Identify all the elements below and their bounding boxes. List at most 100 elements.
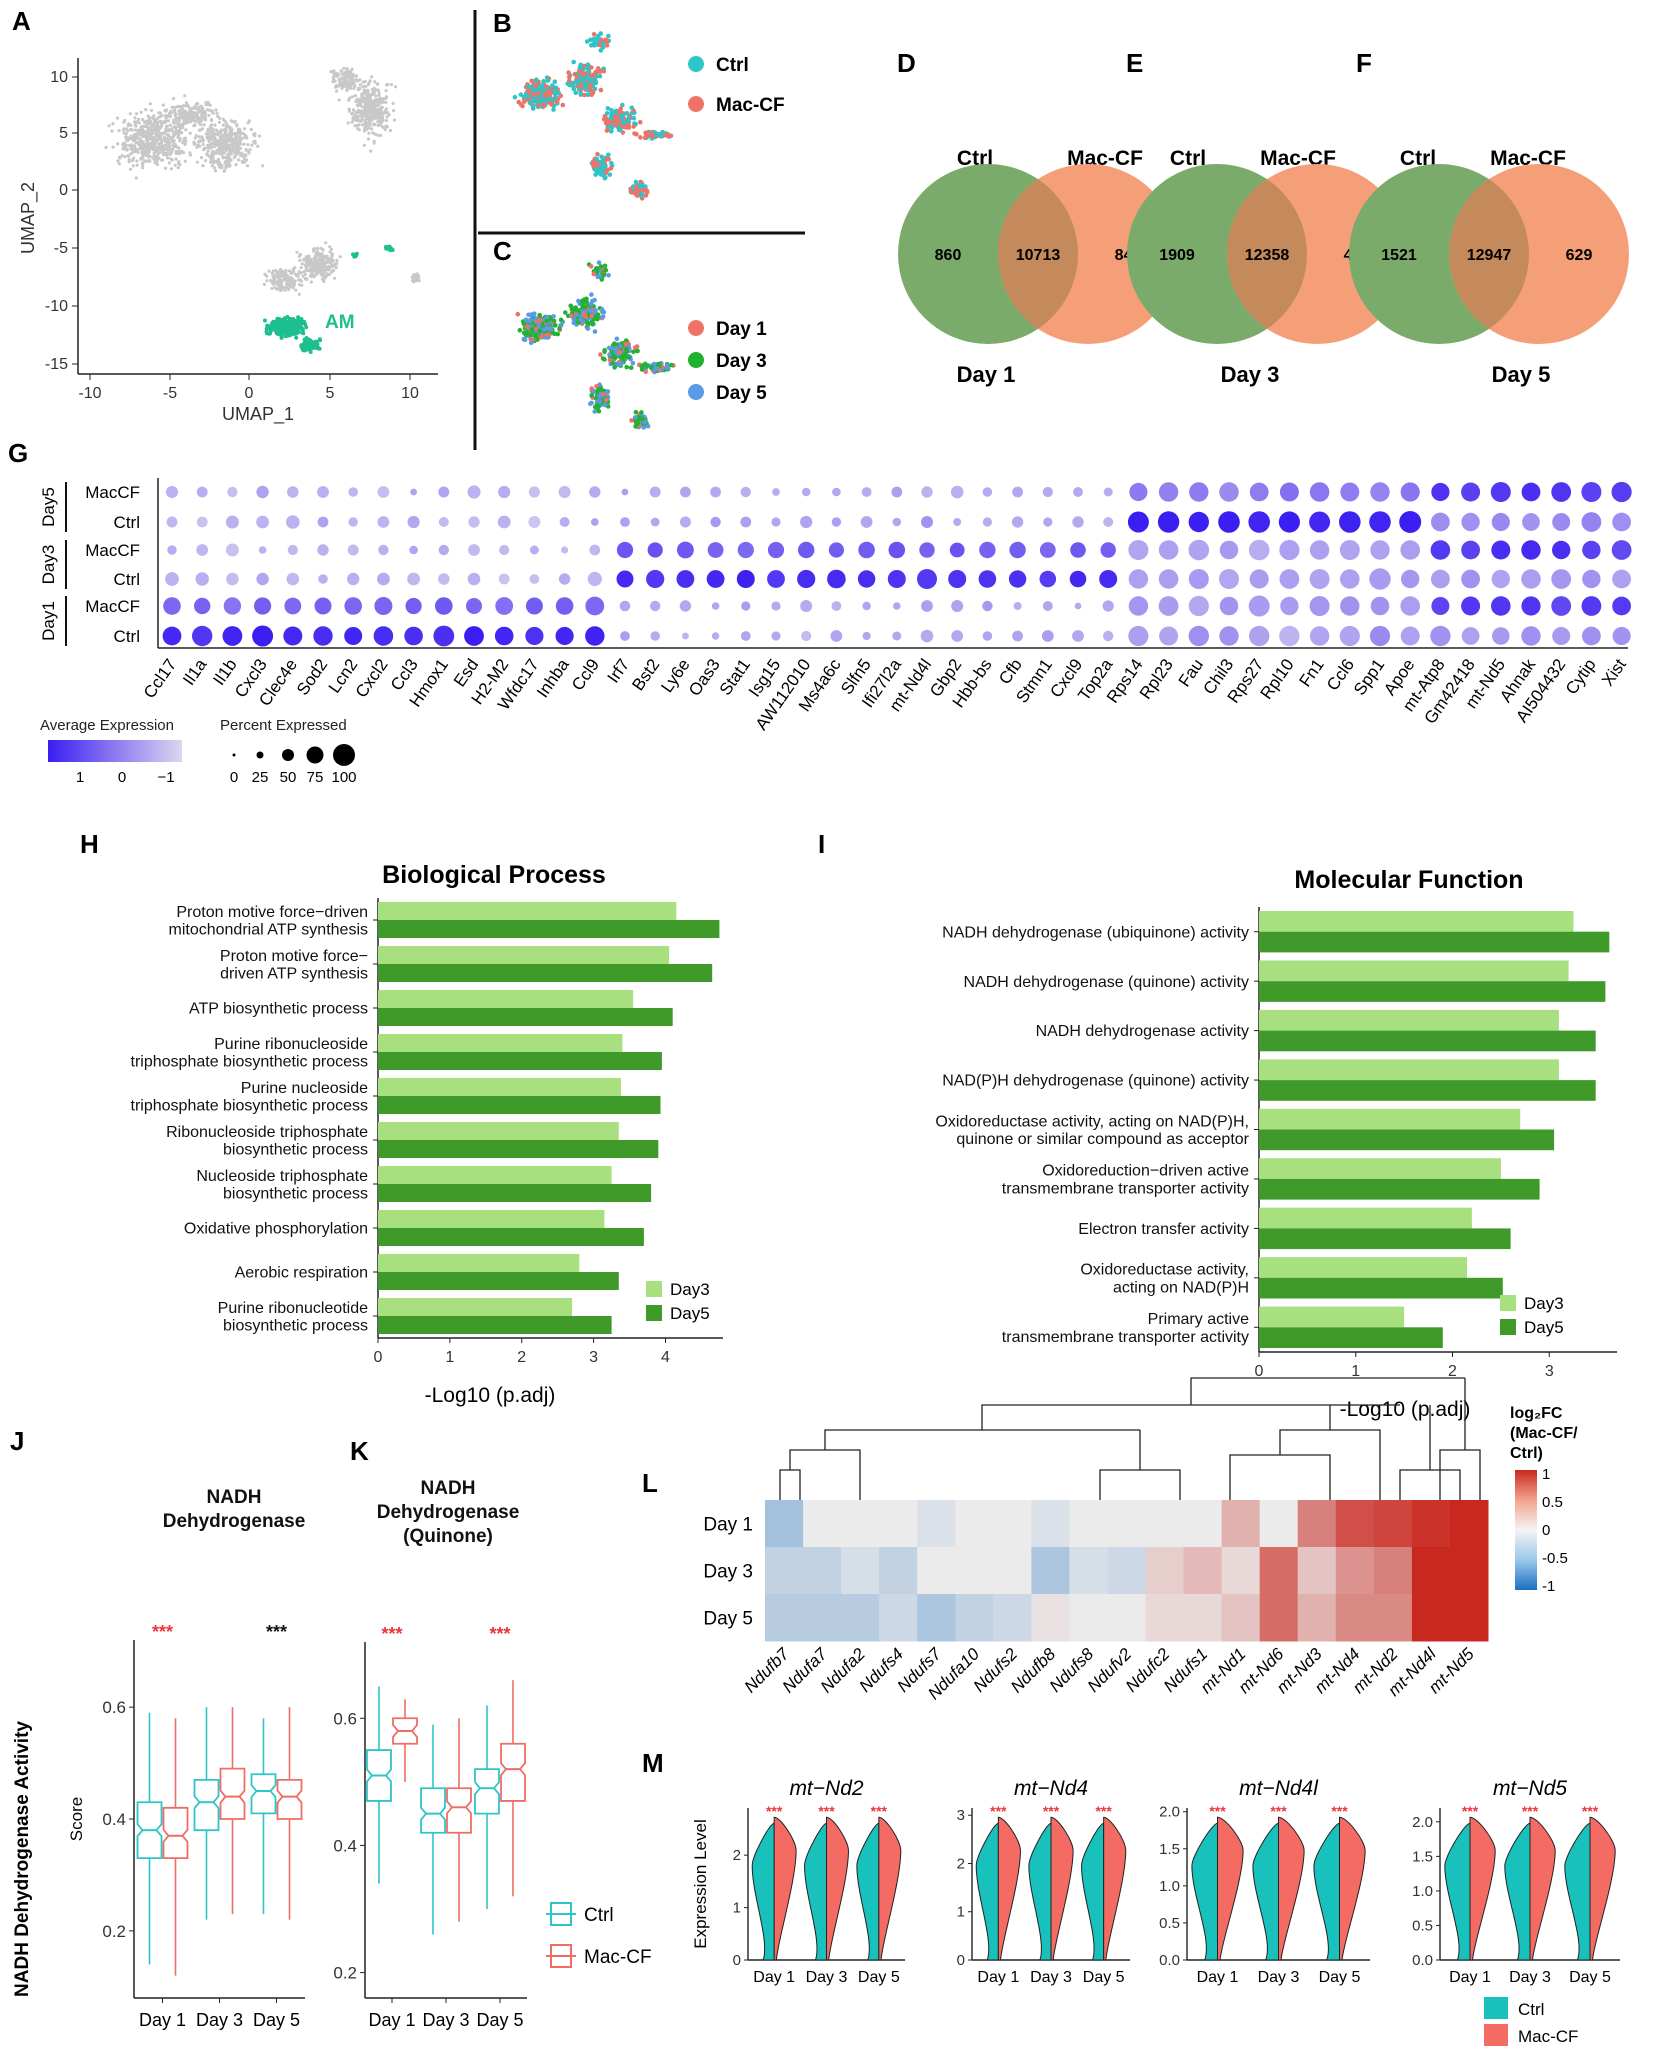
violin-ctrl-half xyxy=(1028,1822,1052,1961)
umap-cell xyxy=(372,99,377,103)
violin-maccf-half xyxy=(1103,1816,1127,1961)
heatmap-cell xyxy=(1335,1500,1375,1548)
umap-cell xyxy=(374,114,378,118)
am-cell xyxy=(569,313,574,319)
category-label-line: NADH dehydrogenase (quinone) activity xyxy=(964,974,1249,991)
dotplot-dot xyxy=(620,631,630,641)
panel-letter-h: H xyxy=(80,829,99,859)
umap-cell xyxy=(293,266,297,270)
am-cell xyxy=(553,323,558,328)
dotplot-dots xyxy=(162,481,1632,647)
dotplot-dot xyxy=(1581,482,1602,502)
umap-cell xyxy=(195,112,199,117)
dotplot-dot xyxy=(347,544,359,556)
umap-cell xyxy=(203,116,207,120)
legend-percent-dot xyxy=(232,753,236,757)
dotplot-dot xyxy=(861,487,872,497)
category-label-line: biosynthetic process xyxy=(223,1142,368,1159)
heatmap-cell xyxy=(917,1594,956,1642)
am-cell xyxy=(569,307,575,312)
significance-mark: *** xyxy=(766,1803,783,1819)
dotplot-dot xyxy=(498,485,511,499)
venn-shared-count: 12358 xyxy=(1245,247,1290,264)
bar-day5 xyxy=(1259,1080,1596,1101)
violin-ctrl-half xyxy=(1081,1822,1105,1961)
umap-cell xyxy=(168,137,172,141)
heatmap-legend-tick: -1 xyxy=(1542,1578,1555,1595)
umap-cell xyxy=(115,116,119,120)
dotplot-dot xyxy=(1551,482,1572,502)
dotplot-row-label: MacCF xyxy=(85,483,140,502)
umap-cell xyxy=(199,123,203,127)
umap-cell xyxy=(209,127,213,131)
umap-cell xyxy=(104,145,108,150)
umap-cell xyxy=(222,144,227,148)
am-cell xyxy=(548,89,553,94)
umap-cell xyxy=(197,139,201,143)
umap-cell xyxy=(282,278,286,282)
dotplot-dot xyxy=(1400,626,1420,646)
umap-cell xyxy=(172,108,176,112)
heatmap-cell xyxy=(1297,1547,1337,1595)
umap-cell xyxy=(177,109,181,113)
dotplot-dot xyxy=(1370,540,1390,560)
umap-cell xyxy=(335,262,339,266)
bar-day3 xyxy=(1259,1207,1472,1229)
umap-cell xyxy=(384,95,388,99)
am-cell xyxy=(585,75,590,81)
umap-cell xyxy=(163,121,167,125)
dotplot-dot xyxy=(1248,595,1270,617)
x-tick-label: Day 1 xyxy=(1197,1969,1239,1986)
dotplot-dot xyxy=(1013,602,1022,610)
dotplot-dot xyxy=(1491,540,1511,560)
chart-title: Biological Process xyxy=(382,861,606,889)
am-cell xyxy=(645,423,651,429)
dotplot-dot xyxy=(1552,627,1571,645)
umap-cell xyxy=(129,123,133,127)
dotplot-dot xyxy=(1461,482,1481,502)
umap-cell xyxy=(384,100,388,104)
umap-cell xyxy=(197,128,201,132)
dotplot-dot xyxy=(529,574,540,584)
umap-cell xyxy=(384,89,388,93)
umap-cell xyxy=(295,274,299,278)
y-tick-label: 2.0 xyxy=(1159,1804,1180,1821)
legend-ctrl-swatch xyxy=(1484,1997,1508,2019)
umap-cell xyxy=(370,99,374,103)
dotplot-dot xyxy=(1188,511,1210,533)
umap-cell xyxy=(338,80,342,84)
umap-cell xyxy=(377,93,381,97)
umap-cell xyxy=(145,137,149,141)
dotplot-dot xyxy=(589,486,601,498)
dotplot-dot xyxy=(1158,596,1179,616)
am-cell xyxy=(588,37,593,43)
dotplot-dot xyxy=(982,600,993,612)
am-cell xyxy=(624,111,630,116)
y-tick-label: 1.0 xyxy=(1412,1883,1433,1900)
umap-cell xyxy=(153,139,157,143)
chart-title-line: NADH xyxy=(421,1478,476,1499)
dotplot-dot xyxy=(1070,542,1086,558)
dotplot-dot xyxy=(1219,626,1239,646)
dotplot-dot xyxy=(650,631,660,641)
am-cell xyxy=(591,40,597,46)
umap-cell xyxy=(366,137,371,141)
heatmap-cell xyxy=(1069,1547,1108,1595)
am-cell xyxy=(593,160,598,166)
am-cell xyxy=(630,360,636,366)
am-cell xyxy=(639,410,644,415)
violin-maccf-half xyxy=(1278,1816,1305,1961)
umap-cell xyxy=(196,102,200,106)
dotplot-dot xyxy=(499,544,510,556)
umap-cell xyxy=(183,118,187,122)
umap-cell xyxy=(230,127,234,131)
legend-label: Day3 xyxy=(670,1280,710,1299)
umap-cell xyxy=(343,74,347,78)
dotplot-dot xyxy=(1491,512,1510,532)
umap-x-tick-label: 0 xyxy=(245,385,254,402)
dotplot-dot xyxy=(525,626,544,646)
am-cell xyxy=(620,120,626,125)
heatmap-cell xyxy=(955,1594,994,1642)
umap-cell xyxy=(183,94,187,98)
